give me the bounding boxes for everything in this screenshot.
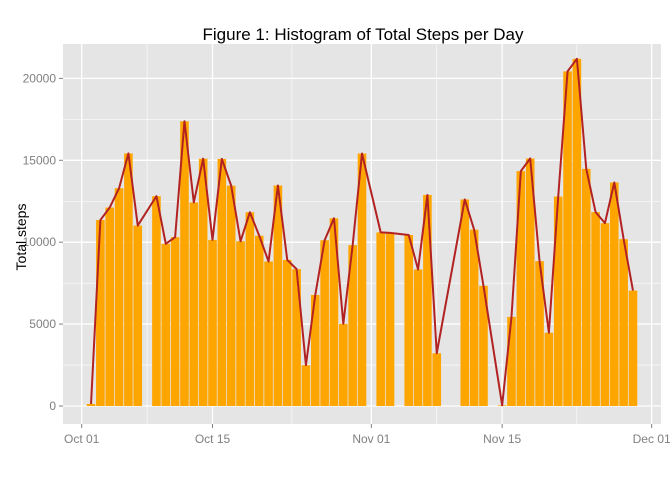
bar: [460, 199, 470, 406]
bar: [516, 171, 526, 406]
bar-series: [86, 58, 638, 406]
bar: [553, 196, 563, 406]
bar: [339, 323, 348, 406]
bar: [507, 316, 516, 406]
bar: [152, 196, 161, 406]
bar: [282, 259, 292, 406]
bar: [320, 240, 329, 406]
bar: [96, 220, 105, 406]
bar: [535, 261, 544, 406]
bar: [469, 229, 479, 406]
bar: [292, 269, 301, 406]
bar: [310, 294, 320, 406]
bar: [105, 207, 115, 406]
bar: [124, 153, 133, 406]
bar: [245, 212, 255, 406]
bar: [301, 365, 311, 406]
bar: [544, 332, 554, 406]
bar: [254, 235, 264, 406]
bar: [479, 285, 488, 406]
y-tick-label: 15000: [23, 153, 57, 167]
y-tick-label: 20000: [23, 71, 57, 85]
bar: [432, 353, 442, 406]
bar: [413, 269, 423, 406]
bar: [357, 153, 367, 406]
bar: [591, 212, 600, 406]
steps-trend-line: [90, 57, 634, 407]
bar: [189, 202, 199, 406]
bar: [385, 232, 395, 406]
bar: [619, 239, 628, 406]
x-tick-label: Nov 15: [483, 432, 521, 446]
bar: [376, 232, 385, 406]
bar: [133, 225, 143, 406]
bar: [236, 241, 245, 406]
chart-title: Figure 1: Histogram of Total Steps per D…: [203, 25, 524, 44]
bar: [563, 71, 572, 406]
bar: [198, 158, 208, 406]
bar: [273, 185, 283, 406]
bar: [208, 239, 217, 406]
bar: [404, 234, 414, 406]
bar: [226, 185, 236, 406]
bar: [264, 261, 273, 406]
y-tick-label: 10000: [23, 235, 57, 249]
bar: [170, 237, 180, 406]
bar: [348, 245, 357, 406]
bar: [609, 182, 619, 406]
bar: [114, 188, 124, 406]
bar: [161, 243, 171, 406]
x-tick-label: Oct 01: [64, 432, 100, 446]
bar: [600, 223, 610, 406]
x-tick-label: Oct 15: [195, 432, 231, 446]
x-tick-label: Dec 01: [633, 432, 671, 446]
y-axis-label: Total steps: [13, 204, 29, 271]
bar: [86, 403, 96, 406]
x-tick-label: Nov 01: [352, 432, 390, 446]
bar: [329, 218, 339, 406]
y-tick-label: 0: [49, 399, 56, 413]
x-axis-ticks: Oct 01 Oct 15 Nov 01 Nov 15 Dec 01: [64, 424, 671, 446]
bar: [180, 121, 189, 406]
bar: [581, 168, 591, 406]
bar: [217, 158, 227, 406]
bar: [572, 58, 582, 406]
bar: [628, 290, 638, 406]
y-tick-label: 5000: [29, 317, 56, 331]
y-axis-ticks: 0 5000 10000 15000 20000: [23, 71, 63, 413]
bar: [525, 158, 535, 406]
bar: [423, 194, 432, 406]
